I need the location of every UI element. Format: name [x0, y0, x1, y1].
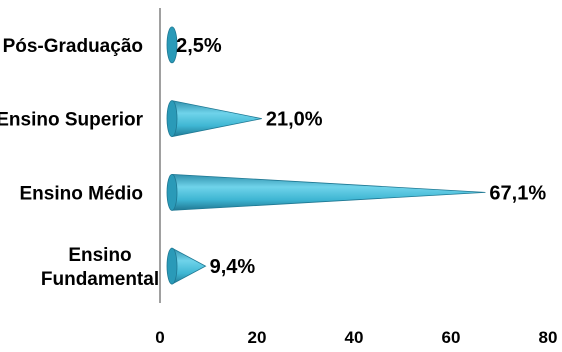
category-label-line: Ensino Superior [0, 110, 144, 131]
category-label-line: Fundamental [41, 269, 159, 290]
x-tick-label: 20 [248, 328, 267, 347]
bar-base [166, 26, 178, 64]
data-label: 67,1% [489, 182, 546, 204]
category-label: Ensino Fundamental [41, 245, 159, 290]
data-label: 21,0% [266, 109, 323, 131]
category-label-line: Ensino [68, 245, 131, 266]
data-label: 9,4% [210, 256, 256, 278]
x-tick-label: 0 [155, 328, 164, 347]
bar-base [166, 247, 178, 285]
labels: 0 20 40 60 80 2,5% Pós-Graduação 21,0% Ensino Su… [0, 35, 557, 347]
category-label: Ensino Médio [20, 183, 144, 204]
x-tick-label: 40 [345, 328, 364, 347]
bar [171, 100, 262, 138]
bar [171, 173, 486, 211]
x-tick-label: 60 [442, 328, 461, 347]
category-label-line: Pós-Graduação [3, 36, 143, 57]
data-label: 2,5% [176, 35, 222, 57]
bar-base [166, 173, 178, 211]
x-tick-label: 80 [539, 328, 558, 347]
bars [166, 26, 486, 285]
category-label-line: Ensino Médio [20, 183, 144, 204]
bar-base [166, 100, 178, 138]
category-label: Ensino Superior [0, 110, 144, 131]
category-label: Pós-Graduação [3, 36, 143, 57]
